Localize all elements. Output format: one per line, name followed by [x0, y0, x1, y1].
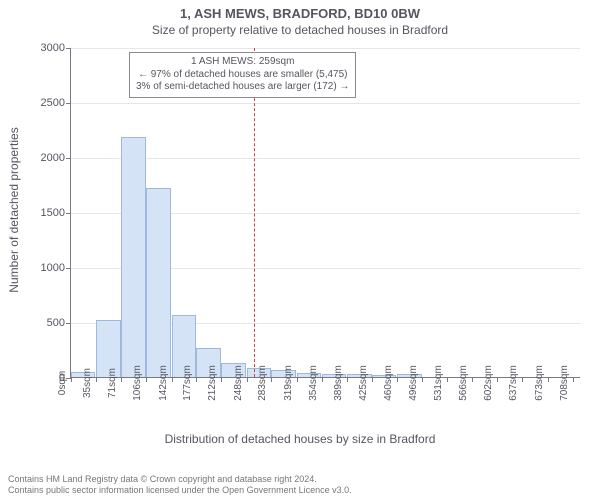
xtick-mark — [422, 377, 423, 382]
xtick-mark — [271, 377, 272, 382]
xtick-mark — [96, 377, 97, 382]
xtick-mark — [347, 377, 348, 382]
xtick-label: 673sqm — [534, 365, 545, 401]
xtick-mark — [172, 377, 173, 382]
plot-area: 0500100015002000250030000sqm35sqm71sqm10… — [70, 48, 580, 378]
ytick-mark — [66, 103, 71, 104]
footer-attribution: Contains HM Land Registry data © Crown c… — [8, 474, 352, 497]
histogram-bar — [121, 137, 145, 377]
ytick-mark — [66, 268, 71, 269]
ytick-label: 3000 — [41, 42, 65, 54]
chart-title: 1, ASH MEWS, BRADFORD, BD10 0BW — [0, 0, 600, 21]
chart-container: 1, ASH MEWS, BRADFORD, BD10 0BW Size of … — [0, 0, 600, 500]
xtick-label: 0sqm — [57, 371, 68, 395]
xtick-mark — [573, 377, 574, 382]
gridline — [71, 103, 580, 104]
xtick-label: 283sqm — [257, 365, 268, 401]
xtick-mark — [196, 377, 197, 382]
footer-line-1: Contains HM Land Registry data © Crown c… — [8, 474, 352, 485]
xtick-label: 531sqm — [433, 365, 444, 401]
xtick-label: 212sqm — [207, 365, 218, 401]
xtick-label: 106sqm — [132, 365, 143, 401]
annotation-line-2: ← 97% of detached houses are smaller (5,… — [136, 69, 349, 82]
ytick-label: 1500 — [41, 207, 65, 219]
footer-line-2: Contains public sector information licen… — [8, 485, 352, 496]
ytick-mark — [66, 48, 71, 49]
ytick-mark — [66, 213, 71, 214]
xtick-mark — [472, 377, 473, 382]
xtick-label: 637sqm — [508, 365, 519, 401]
xtick-mark — [322, 377, 323, 382]
xtick-mark — [548, 377, 549, 382]
xtick-label: 319sqm — [283, 365, 294, 401]
y-axis-label: Number of detached properties — [7, 127, 21, 292]
xtick-mark — [121, 377, 122, 382]
ytick-label: 2500 — [41, 97, 65, 109]
ytick-label: 500 — [47, 317, 65, 329]
xtick-label: 142sqm — [158, 365, 169, 401]
x-axis-label: Distribution of detached houses by size … — [0, 432, 600, 446]
xtick-mark — [297, 377, 298, 382]
xtick-label: 460sqm — [383, 365, 394, 401]
xtick-label: 71sqm — [107, 368, 118, 398]
ytick-label: 2000 — [41, 152, 65, 164]
chart-subtitle: Size of property relative to detached ho… — [0, 21, 600, 37]
xtick-label: 389sqm — [333, 365, 344, 401]
gridline — [71, 48, 580, 49]
gridline — [71, 158, 580, 159]
xtick-label: 354sqm — [308, 365, 319, 401]
xtick-label: 177sqm — [182, 365, 193, 401]
xtick-label: 708sqm — [559, 365, 570, 401]
xtick-mark — [247, 377, 248, 382]
xtick-mark — [447, 377, 448, 382]
ytick-mark — [66, 158, 71, 159]
xtick-mark — [397, 377, 398, 382]
xtick-label: 496sqm — [408, 365, 419, 401]
ytick-mark — [66, 323, 71, 324]
ytick-label: 1000 — [41, 262, 65, 274]
xtick-mark — [522, 377, 523, 382]
xtick-mark — [221, 377, 222, 382]
histogram-bar — [146, 188, 171, 377]
annotation-line-3: 3% of semi-detached houses are larger (1… — [136, 81, 349, 94]
xtick-label: 602sqm — [483, 365, 494, 401]
xtick-mark — [497, 377, 498, 382]
xtick-label: 425sqm — [358, 365, 369, 401]
xtick-mark — [372, 377, 373, 382]
annotation-line-1: 1 ASH MEWS: 259sqm — [136, 56, 349, 69]
xtick-mark — [71, 377, 72, 382]
annotation-box: 1 ASH MEWS: 259sqm ← 97% of detached hou… — [129, 52, 356, 98]
xtick-label: 35sqm — [82, 368, 93, 398]
xtick-label: 566sqm — [458, 365, 469, 401]
xtick-mark — [146, 377, 147, 382]
xtick-label: 248sqm — [233, 365, 244, 401]
